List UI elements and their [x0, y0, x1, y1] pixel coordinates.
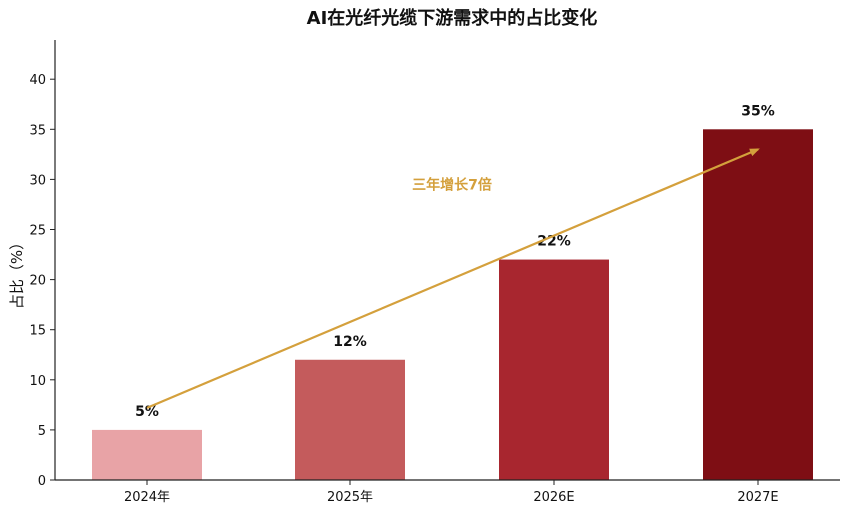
x-tick-label: 2026E [533, 490, 574, 505]
data-label: 35% [741, 103, 775, 119]
y-tick-label: 35 [29, 123, 46, 138]
x-tick-label: 2027E [737, 490, 778, 505]
bar [92, 429, 202, 480]
y-tick-label: 10 [29, 374, 46, 389]
data-label: 5% [135, 404, 159, 420]
y-tick-label: 0 [38, 474, 46, 489]
data-label: 22% [537, 234, 571, 250]
y-tick-label: 40 [29, 73, 46, 88]
bar [703, 129, 813, 481]
y-tick-label: 15 [29, 324, 46, 339]
y-tick-label: 30 [29, 173, 46, 188]
y-tick-label: 20 [29, 274, 46, 289]
data-label: 12% [333, 334, 367, 350]
chart-title: AI在光纤光缆下游需求中的占比变化 [307, 7, 598, 29]
growth-annotation: 三年增长7倍 [412, 176, 492, 193]
bar [499, 259, 609, 480]
y-axis-ticks: 0 5 10 15 20 25 30 35 40 [29, 73, 55, 489]
data-labels-group: 5% 12% 22% 35% [135, 103, 775, 420]
y-tick-label: 25 [29, 224, 46, 239]
x-tick-label: 2025年 [327, 490, 373, 505]
y-axis-label: 占比（%） [8, 235, 26, 309]
growth-arrow [146, 148, 760, 409]
bar [295, 359, 405, 480]
x-tick-label: 2024年 [124, 490, 170, 505]
bars-group [92, 129, 813, 481]
x-axis-ticks: 2024年 2025年 2026E 2027E [124, 480, 779, 505]
y-tick-label: 5 [38, 424, 46, 439]
